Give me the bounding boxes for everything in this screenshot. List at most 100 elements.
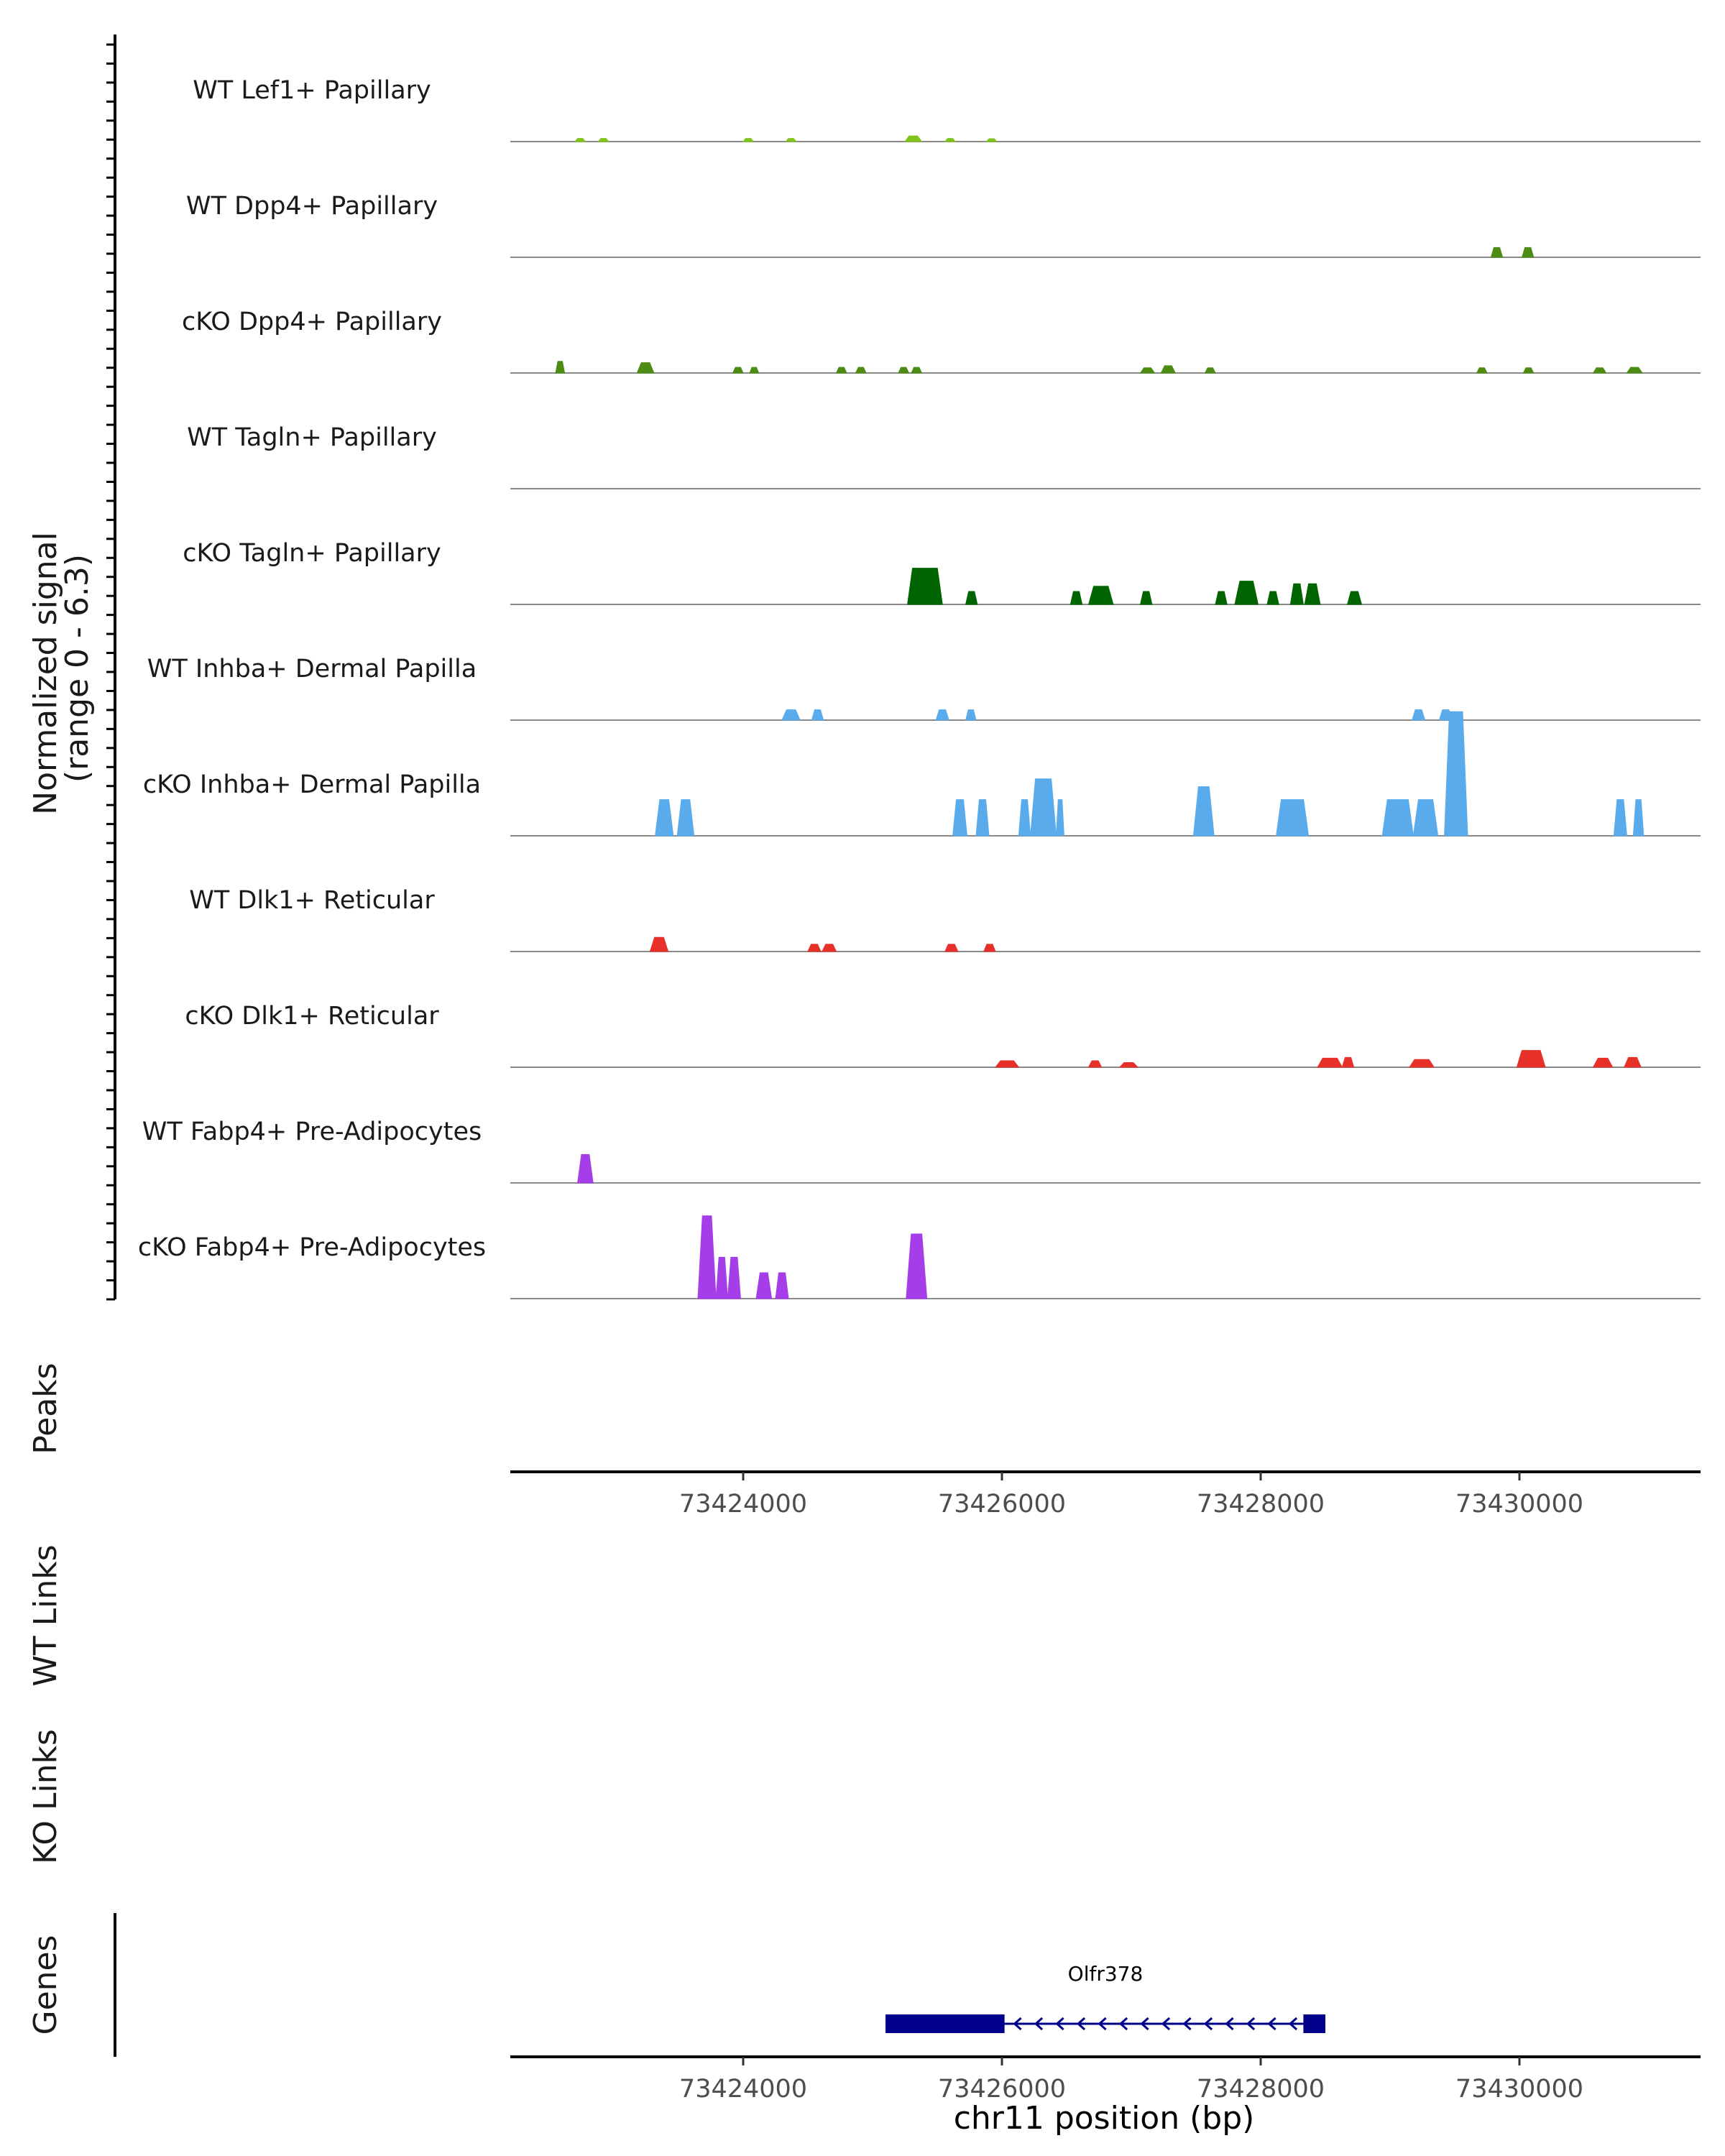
track-label: WT Lef1+ Papillary (193, 76, 431, 105)
signal-peak (1409, 1059, 1435, 1068)
signal-peak (676, 799, 695, 837)
signal-peak (835, 367, 847, 374)
signal-peak (985, 138, 998, 142)
signal-peak (697, 1215, 717, 1299)
signal-peak (1070, 591, 1083, 605)
signal-peak (636, 362, 655, 374)
signal-peak (1626, 367, 1643, 374)
signal-peak (775, 1272, 789, 1299)
track-label: WT Fabp4+ Pre-Adipocytes (142, 1118, 482, 1146)
signal-peak (906, 1233, 928, 1299)
strand-arrow (1055, 2017, 1064, 2031)
signal-peak (727, 1256, 741, 1299)
signal-peak (1160, 365, 1177, 374)
signal-peak (935, 709, 949, 721)
x-tick-label: 73430000 (1455, 2075, 1583, 2104)
signal-peak (855, 367, 867, 374)
signal-peak (574, 138, 586, 142)
signal-peak (597, 138, 610, 142)
signal-peak (904, 135, 923, 142)
track-label: WT Dlk1+ Reticular (189, 886, 435, 915)
wt-links-track-label: WT Links (27, 1544, 64, 1686)
strand-arrow (1076, 2017, 1086, 2031)
signal-peak (1192, 786, 1215, 837)
strand-arrow (1225, 2017, 1234, 2031)
x-tick-label: 73426000 (938, 1490, 1066, 1519)
signal-peak (732, 367, 744, 374)
signal-peak (1204, 367, 1216, 374)
signal-peak (1018, 799, 1031, 837)
x-tick-label: 73424000 (679, 1490, 807, 1519)
signal-peak (1087, 1060, 1103, 1068)
signal-y-axis (106, 34, 116, 1301)
signal-peak (1613, 799, 1627, 837)
strand-arrow (1161, 2017, 1171, 2031)
genes-track-label: Genes (27, 1935, 64, 2035)
y-axis-label-line2: (range 0 - 6.3) (59, 554, 96, 783)
signal-peak (1317, 1057, 1343, 1068)
track-label: cKO Inhba+ Dermal Papilla (143, 770, 481, 799)
signal-peak (944, 944, 959, 952)
strand-arrow (1013, 2017, 1022, 2031)
signal-peak (781, 709, 801, 721)
y-axis-label-line1: Normalized signal (27, 532, 64, 815)
signal-peak (975, 799, 990, 837)
ko-links-track-label: KO Links (27, 1729, 64, 1864)
signal-peak (655, 799, 674, 837)
signal-peak (1412, 799, 1439, 837)
x-tick-label: 73428000 (1197, 1490, 1325, 1519)
signal-peak (1522, 367, 1535, 374)
signal-peak (1476, 367, 1488, 374)
signal-peak (785, 138, 797, 142)
gene-name-label: Olfr378 (1068, 1962, 1144, 1986)
signal-peak (1592, 1057, 1614, 1068)
track-label: cKO Tagln+ Papillary (183, 539, 441, 568)
signal-peak (1215, 591, 1228, 605)
signal-peak (1087, 586, 1114, 605)
signal-peak (1276, 799, 1310, 837)
signal-peak (577, 1153, 594, 1184)
track-label: cKO Dpp4+ Papillary (182, 308, 442, 336)
signal-peak (1139, 367, 1156, 374)
strand-arrow (1034, 2017, 1044, 2031)
genes-x-axis: 73424000 73426000 73428000 73430000 (510, 2055, 1701, 2104)
strand-arrow (1118, 2017, 1128, 2031)
signal-peak (1056, 799, 1064, 837)
signal-peak (994, 1060, 1020, 1068)
signal-peak (965, 709, 977, 721)
signal-peak (965, 591, 978, 605)
strand-arrow (1182, 2017, 1192, 2031)
signal-peak (807, 944, 822, 952)
gene-annotation-track: Olfr378 (886, 1962, 1325, 2033)
signal-peak (1516, 1050, 1546, 1068)
signal-peak (1444, 711, 1468, 837)
signal-peak (1289, 583, 1304, 605)
signal-peak (1139, 591, 1153, 605)
signal-peak (555, 361, 566, 374)
coverage-tracks: WT Lef1+ Papillary WT Dpp4+ Papillary cKO … (138, 76, 1701, 1299)
signal-peak (1411, 709, 1426, 721)
track-label: WT Dpp4+ Papillary (186, 192, 438, 221)
strand-arrow (1098, 2017, 1107, 2031)
signal-peak (811, 709, 824, 721)
strand-arrow (1140, 2017, 1149, 2031)
track-label: WT Tagln+ Papillary (187, 423, 437, 452)
track-label: cKO Dlk1+ Reticular (185, 1002, 439, 1031)
strand-arrow (1203, 2017, 1213, 2031)
x-tick-label: 73430000 (1455, 1490, 1583, 1519)
gene-exon (1303, 2014, 1325, 2033)
peaks-track-label: Peaks (27, 1363, 64, 1454)
signal-peak (1521, 247, 1535, 258)
signal-peak (1346, 591, 1363, 605)
strand-arrow (1246, 2017, 1256, 2031)
signal-peak (907, 568, 943, 605)
signal-peak (952, 799, 967, 837)
x-tick-label: 73426000 (938, 2075, 1066, 2104)
signal-peak (1592, 367, 1607, 374)
signal-peak (1381, 799, 1414, 837)
track-label: WT Inhba+ Dermal Papilla (147, 655, 477, 683)
signal-peak (983, 944, 996, 952)
signal-peak (749, 367, 760, 374)
peaks-x-axis: 73424000 73426000 73428000 73430000 (510, 1470, 1701, 1519)
track-label: cKO Fabp4+ Pre-Adipocytes (138, 1233, 486, 1262)
